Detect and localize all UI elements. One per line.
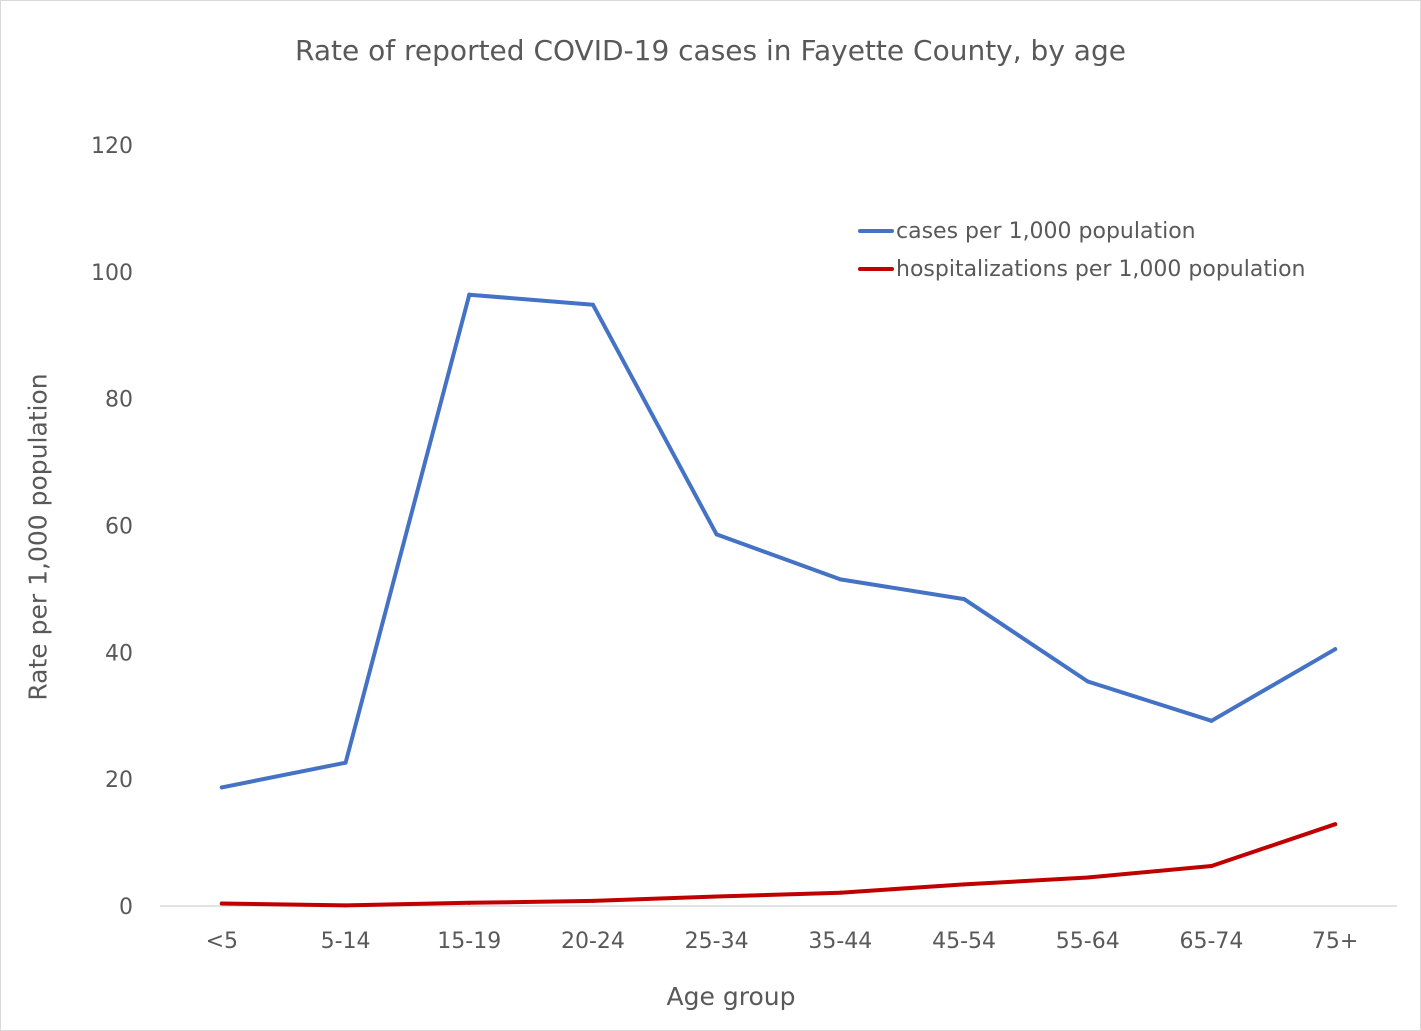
data-point bbox=[1209, 718, 1214, 723]
x-tick-label: 5-14 bbox=[321, 929, 371, 954]
legend-label-hospitalizations: hospitalizations per 1,000 population bbox=[896, 256, 1306, 282]
data-point bbox=[962, 882, 967, 887]
x-tick-label: 45-54 bbox=[932, 929, 996, 954]
data-point bbox=[1085, 875, 1090, 880]
data-point bbox=[590, 898, 595, 903]
legend-label-cases: cases per 1,000 population bbox=[896, 218, 1196, 244]
data-point bbox=[714, 532, 719, 537]
x-tick-label: <5 bbox=[206, 929, 238, 954]
series-line-0 bbox=[219, 292, 1338, 790]
y-tick-label: 60 bbox=[105, 515, 133, 540]
y-tick-label: 80 bbox=[105, 388, 133, 413]
y-tick-label: 120 bbox=[91, 134, 133, 159]
y-axis-label: Rate per 1,000 population bbox=[23, 373, 53, 701]
x-axis-label: Age group bbox=[666, 982, 796, 1011]
x-tick-label: 65-74 bbox=[1179, 929, 1243, 954]
y-tick-label: 40 bbox=[105, 641, 133, 666]
x-tick-label: 20-24 bbox=[561, 929, 625, 954]
chart-title: Rate of reported COVID-19 cases in Fayet… bbox=[295, 34, 1126, 67]
data-point bbox=[1085, 679, 1090, 684]
x-axis-ticks: <5 5-14 15-19 20-24 25-34 35-44 45-54 55-64 65-7… bbox=[206, 929, 1359, 954]
x-tick-label: 15-19 bbox=[437, 929, 501, 954]
legend-item-cases: cases per 1,000 population bbox=[858, 212, 1305, 250]
x-tick-label: 35-44 bbox=[808, 929, 872, 954]
data-point bbox=[838, 890, 843, 895]
series-points bbox=[219, 292, 1338, 908]
legend-swatch-hospitalizations bbox=[858, 267, 894, 271]
data-point bbox=[838, 577, 843, 582]
data-point bbox=[962, 597, 967, 602]
x-tick-label: 75+ bbox=[1312, 929, 1358, 954]
data-point bbox=[590, 302, 595, 307]
data-point bbox=[1333, 647, 1338, 652]
series-lines bbox=[219, 292, 1338, 908]
legend: cases per 1,000 population hospitalizati… bbox=[858, 212, 1305, 288]
data-point bbox=[219, 901, 224, 906]
data-point bbox=[343, 903, 348, 908]
data-point bbox=[467, 292, 472, 297]
data-point bbox=[467, 900, 472, 905]
x-tick-label: 25-34 bbox=[685, 929, 749, 954]
data-point bbox=[714, 894, 719, 899]
y-tick-label: 100 bbox=[91, 261, 133, 286]
x-tick-label: 55-64 bbox=[1056, 929, 1120, 954]
legend-swatch-cases bbox=[858, 229, 894, 233]
data-point bbox=[1209, 864, 1214, 869]
series-line-1 bbox=[219, 822, 1338, 908]
legend-item-hospitalizations: hospitalizations per 1,000 population bbox=[858, 250, 1305, 288]
data-point bbox=[343, 760, 348, 765]
y-axis-ticks: 0 20 40 60 80 100 120 bbox=[91, 134, 133, 920]
data-point bbox=[219, 785, 224, 790]
y-tick-label: 0 bbox=[119, 895, 133, 920]
y-tick-label: 20 bbox=[105, 768, 133, 793]
data-point bbox=[1333, 822, 1338, 827]
